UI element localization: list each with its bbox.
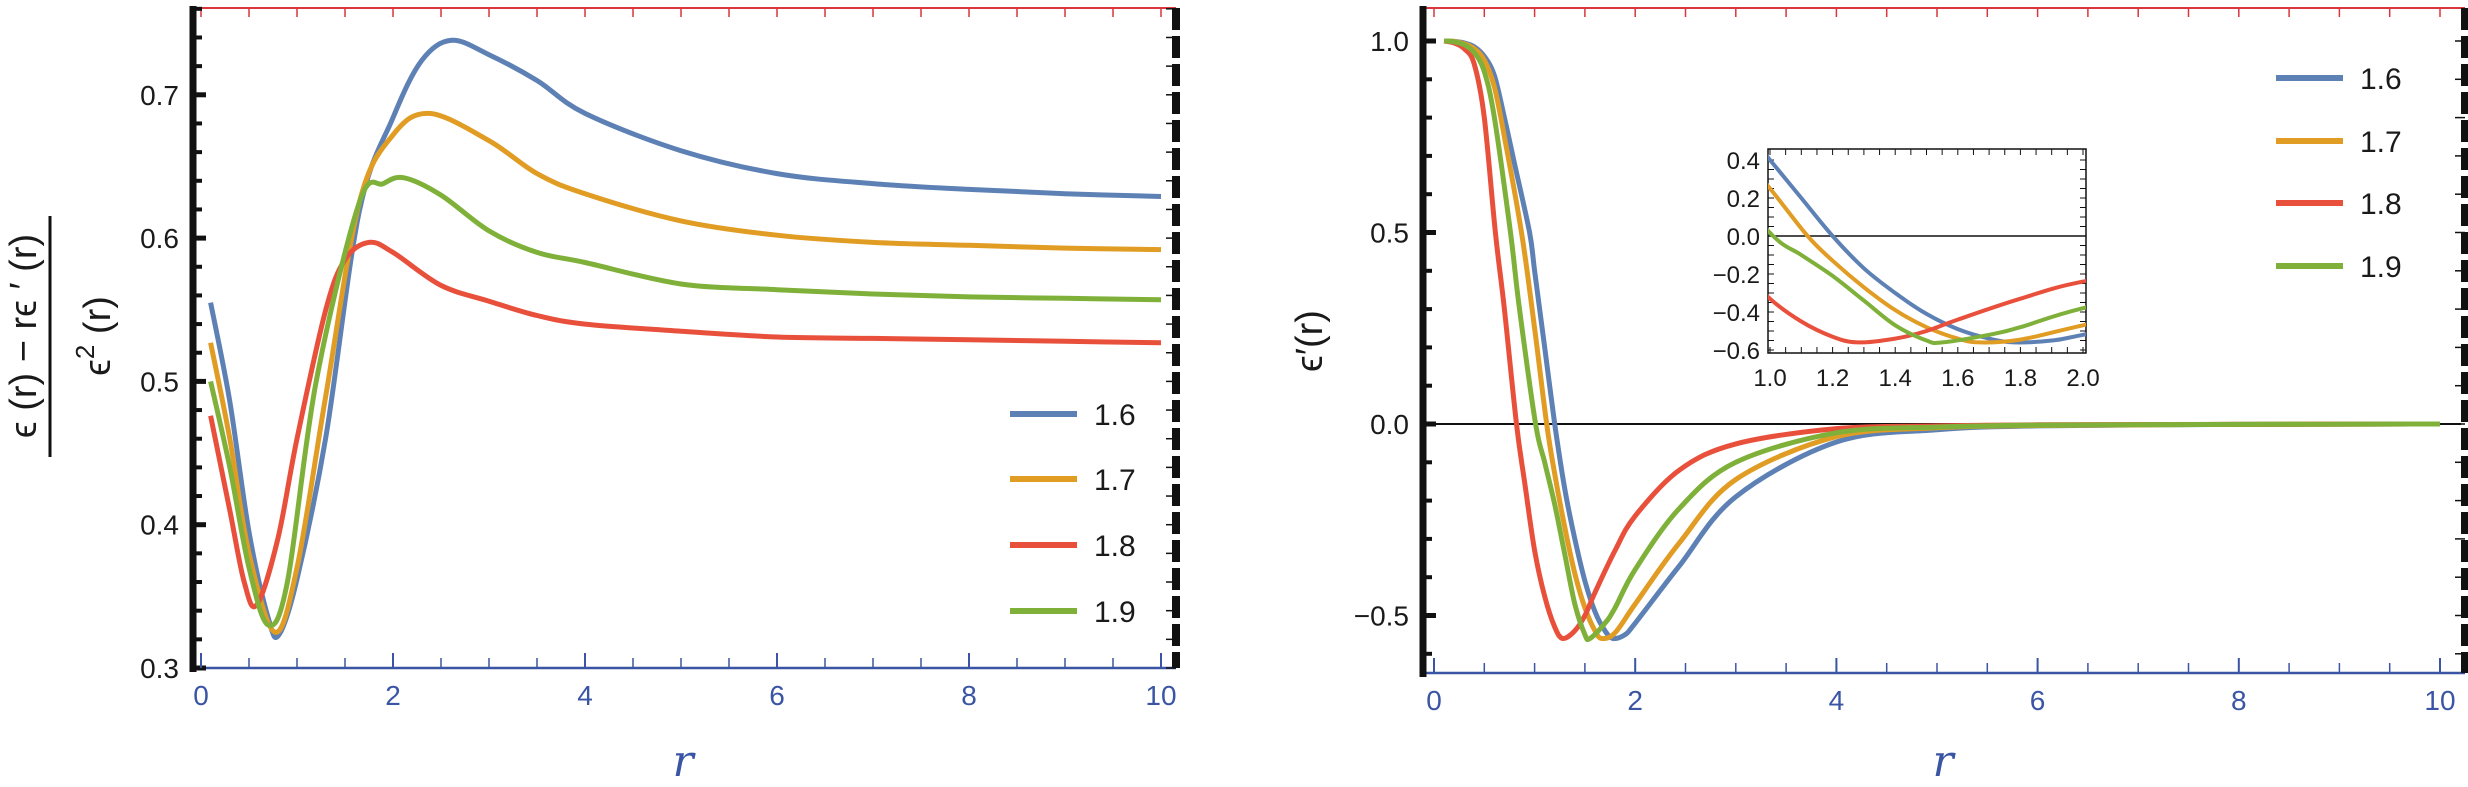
series-group bbox=[1443, 38, 2441, 643]
left-panel: 0.3 0.4 0.5 0.6 0.7 0 2 4 6 8 10 r 1.6 1.7 1.8 1.9 ϵ (r)… bbox=[3, 6, 1180, 787]
x-tick-label: 0 bbox=[193, 680, 209, 711]
inset-series-line-1-7 bbox=[1768, 182, 2086, 345]
y-tick-label: 0.0 bbox=[1370, 409, 1409, 440]
right-inset: −0.6 −0.4 −0.2 0.0 0.2 0.4 1.0 1.2 1.4 1.6 1.8 2.0 bbox=[1713, 148, 2100, 392]
y-tick-label: 0.7 bbox=[140, 80, 179, 111]
legend-label: 1.7 bbox=[2360, 126, 2402, 159]
x-tick-label: 2 bbox=[1627, 685, 1643, 716]
legend-label: 1.9 bbox=[1094, 596, 1136, 629]
x-tick-label: 10 bbox=[2424, 685, 2455, 716]
series-line-1-9 bbox=[1443, 38, 2441, 643]
inset-x-tick-label: 2.0 bbox=[2066, 365, 2099, 392]
inset-y-tick-label: 0.4 bbox=[1727, 148, 1760, 175]
inset-y-tick-label: 0.2 bbox=[1727, 186, 1760, 213]
inset-x-tick-label: 1.0 bbox=[1753, 365, 1786, 392]
series-line-1-9 bbox=[208, 174, 1162, 628]
inset-y-tick-label: −0.2 bbox=[1713, 262, 1760, 289]
x-axis-title: r bbox=[672, 736, 696, 787]
y-axis-title: ϵ′(r) bbox=[1289, 310, 1331, 372]
legend-label: 1.9 bbox=[2360, 251, 2402, 284]
x-tick-label: 4 bbox=[577, 680, 593, 711]
y-axis-title: ϵ (r) − rϵ ′ (r) ϵ2 (r) bbox=[3, 216, 119, 457]
inset-series-group bbox=[1768, 154, 2086, 346]
y-tick-label: −0.5 bbox=[1354, 601, 1409, 632]
x-tick-label: 2 bbox=[385, 680, 401, 711]
inset-series-line-1-9 bbox=[1768, 227, 2086, 346]
x-tick-label: 10 bbox=[1145, 680, 1176, 711]
legend-label: 1.7 bbox=[1094, 464, 1136, 497]
denominator-rest: (r) bbox=[77, 296, 119, 345]
y-tick-label: 0.5 bbox=[140, 366, 179, 397]
inset-x-tick-label: 1.6 bbox=[1941, 365, 1974, 392]
legend-label: 1.8 bbox=[1094, 530, 1136, 563]
x-tick-label: 6 bbox=[769, 680, 785, 711]
x-tick-label: 8 bbox=[961, 680, 977, 711]
right-panel: −0.5 0.0 0.5 1.0 0 2 4 6 8 10 r 1.6 1.7 1.8 1.9 ϵ′(r) bbox=[1289, 6, 2468, 787]
inset-y-tick-label: −0.4 bbox=[1713, 300, 1760, 327]
legend-label: 1.6 bbox=[2360, 63, 2402, 96]
series-line-1-8 bbox=[208, 239, 1162, 610]
inset-x-tick-label: 1.2 bbox=[1816, 365, 1849, 392]
inset-x-tick-label: 1.8 bbox=[2004, 365, 2037, 392]
x-axis-title: r bbox=[1932, 736, 1956, 787]
denominator-base: ϵ bbox=[77, 359, 119, 376]
inset-y-tick-label: −0.6 bbox=[1713, 338, 1760, 365]
x-tick-label: 4 bbox=[1829, 685, 1845, 716]
series-group bbox=[208, 37, 1162, 640]
legend: 1.6 1.7 1.8 1.9 bbox=[1010, 399, 1136, 629]
denominator-exponent: 2 bbox=[70, 345, 100, 359]
inset-series-line-1-8 bbox=[1768, 278, 2086, 345]
legend: 1.6 1.7 1.8 1.9 bbox=[2276, 63, 2402, 284]
y-tick-label: 0.5 bbox=[1370, 218, 1409, 249]
x-tick-label: 8 bbox=[2231, 685, 2247, 716]
y-title-denominator: ϵ2 (r) bbox=[70, 296, 119, 376]
inset-x-tick-label: 1.4 bbox=[1879, 365, 1912, 392]
inset-y-tick-label: 0.0 bbox=[1727, 224, 1760, 251]
y-tick-label: 0.3 bbox=[140, 653, 179, 684]
y-tick-label: 0.6 bbox=[140, 223, 179, 254]
legend-label: 1.6 bbox=[1094, 399, 1136, 432]
legend-label: 1.8 bbox=[2360, 188, 2402, 221]
y-tick-label: 1.0 bbox=[1370, 26, 1409, 57]
y-title-numerator: ϵ (r) − rϵ ′ (r) bbox=[3, 234, 45, 438]
x-tick-label: 6 bbox=[2030, 685, 2046, 716]
x-tick-label: 0 bbox=[1426, 685, 1442, 716]
y-tick-label: 0.4 bbox=[140, 510, 179, 541]
inset-frame bbox=[1767, 148, 2087, 354]
